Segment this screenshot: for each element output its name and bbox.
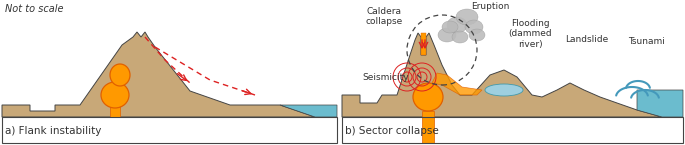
Ellipse shape	[447, 17, 467, 33]
Text: Not to scale: Not to scale	[5, 4, 64, 14]
Ellipse shape	[485, 84, 523, 96]
Ellipse shape	[110, 64, 130, 86]
Ellipse shape	[442, 21, 458, 33]
Text: Tsunami: Tsunami	[629, 37, 665, 46]
Ellipse shape	[413, 83, 443, 111]
Ellipse shape	[452, 31, 468, 43]
Text: Eruption: Eruption	[471, 2, 509, 11]
Ellipse shape	[456, 9, 478, 25]
Polygon shape	[110, 105, 120, 117]
Text: Caldera
collapse: Caldera collapse	[365, 7, 403, 26]
Text: Seismicity: Seismicity	[362, 72, 409, 81]
Text: b) Sector collapse: b) Sector collapse	[345, 126, 439, 136]
Polygon shape	[422, 111, 434, 143]
Ellipse shape	[438, 28, 456, 42]
Ellipse shape	[101, 82, 129, 108]
Polygon shape	[280, 105, 337, 117]
Text: Landslide: Landslide	[565, 35, 609, 44]
Ellipse shape	[469, 29, 485, 41]
Text: a) Flank instability: a) Flank instability	[5, 126, 101, 136]
Polygon shape	[432, 73, 482, 95]
Polygon shape	[637, 90, 683, 117]
Polygon shape	[421, 33, 426, 55]
Ellipse shape	[465, 20, 483, 34]
Polygon shape	[342, 33, 683, 117]
Text: Flooding
(dammed
river): Flooding (dammed river)	[508, 19, 552, 49]
Polygon shape	[2, 32, 337, 117]
